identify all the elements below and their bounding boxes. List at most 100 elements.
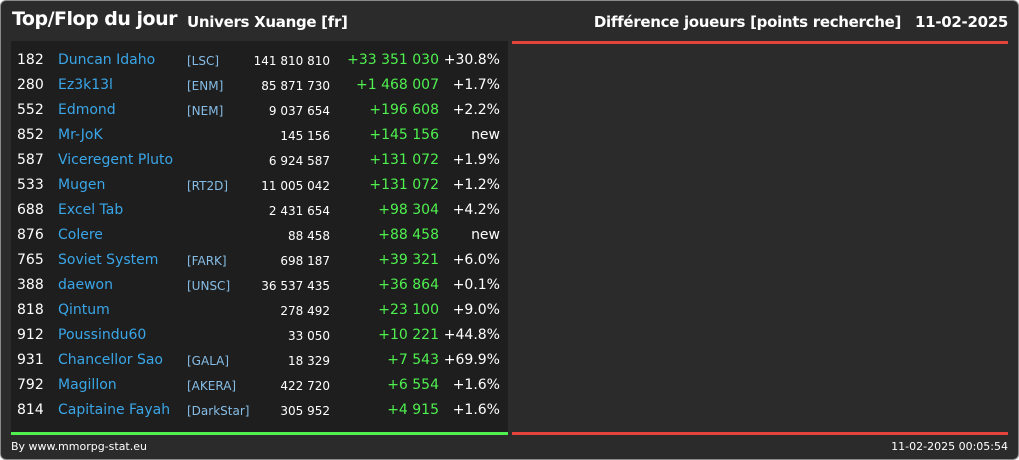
player-rank: 876 xyxy=(17,227,44,243)
player-rank: 912 xyxy=(17,327,44,343)
points-difference: +131 072 xyxy=(369,177,439,193)
table-row: 280 Ez3k13l [ENM] 85 871 730 +1 468 007 +1.7% xyxy=(11,73,508,98)
points-difference: +145 156 xyxy=(369,127,439,143)
player-points: 33 050 xyxy=(288,329,330,343)
player-points: 141 810 810 xyxy=(253,54,330,68)
player-alliance: [NEM] xyxy=(187,104,224,118)
table-row: 587 Viceregent Pluto 6 924 587 +131 072 +1.9… xyxy=(11,148,508,173)
player-points: 11 005 042 xyxy=(261,179,330,193)
table-row: 688 Excel Tab 2 431 654 +98 304 +4.2% xyxy=(11,198,508,223)
player-rank: 388 xyxy=(17,277,44,293)
player-rank: 552 xyxy=(17,102,44,118)
points-difference: +1 468 007 xyxy=(356,77,439,93)
player-name[interactable]: Poussindu60 xyxy=(58,327,147,343)
player-points: 278 492 xyxy=(280,304,330,318)
percent-change: +1.7% xyxy=(452,77,500,93)
table-row: 792 Magillon [AKERA] 422 720 +6 554 +1.6% xyxy=(11,373,508,398)
table-row: 182 Duncan Idaho [LSC] 141 810 810 +33 351 0… xyxy=(11,48,508,73)
player-alliance: [RT2D] xyxy=(187,179,229,193)
percent-change: new xyxy=(471,127,500,143)
player-name[interactable]: daewon xyxy=(58,277,113,293)
player-points: 145 156 xyxy=(280,129,330,143)
player-name[interactable]: Chancellor Sao xyxy=(58,352,163,368)
table-row: 765 Soviet System [FARK] 698 187 +39 321 +6.0… xyxy=(11,248,508,273)
header-right: Différence joueurs [points recherche] 11-… xyxy=(594,13,1008,31)
player-rank: 587 xyxy=(17,152,44,168)
table-row: 533 Mugen [RT2D] 11 005 042 +131 072 +1.2% xyxy=(11,173,508,198)
player-alliance: [AKERA] xyxy=(187,379,237,393)
player-name[interactable]: Magillon xyxy=(58,377,117,393)
player-name[interactable]: Excel Tab xyxy=(58,202,124,218)
player-points: 2 431 654 xyxy=(268,204,330,218)
player-points: 6 924 587 xyxy=(268,154,330,168)
player-rank: 182 xyxy=(17,52,44,68)
player-points: 36 537 435 xyxy=(261,279,330,293)
player-alliance: [FARK] xyxy=(187,254,227,268)
universe-label: Univers Xuange [fr] xyxy=(187,13,348,31)
points-difference: +98 304 xyxy=(378,202,439,218)
player-name[interactable]: Edmond xyxy=(58,102,116,118)
player-points: 88 458 xyxy=(288,229,330,243)
table-row: 388 daewon [UNSC] 36 537 435 +36 864 +0.1% xyxy=(11,273,508,298)
player-rank: 533 xyxy=(17,177,44,193)
table-row: 818 Qintum 278 492 +23 100 +9.0% xyxy=(11,298,508,323)
points-difference: +6 554 xyxy=(387,377,439,393)
points-difference: +10 221 xyxy=(378,327,439,343)
percent-change: new xyxy=(471,227,500,243)
percent-change: +0.1% xyxy=(452,277,500,293)
player-name[interactable]: Ez3k13l xyxy=(58,77,113,93)
player-rank: 818 xyxy=(17,302,44,318)
points-difference: +39 321 xyxy=(378,252,439,268)
percent-change: +69.9% xyxy=(443,352,500,368)
player-rank: 688 xyxy=(17,202,44,218)
table-row: 552 Edmond [NEM] 9 037 654 +196 608 +2.2% xyxy=(11,98,508,123)
player-points: 9 037 654 xyxy=(268,104,330,118)
player-rank: 765 xyxy=(17,252,44,268)
percent-change: +6.0% xyxy=(452,252,500,268)
points-difference: +131 072 xyxy=(369,152,439,168)
player-name[interactable]: Capitaine Fayah xyxy=(58,402,171,418)
points-difference: +23 100 xyxy=(378,302,439,318)
table-row: 852 Mr-JoK 145 156 +145 156 new xyxy=(11,123,508,148)
player-points: 85 871 730 xyxy=(261,79,330,93)
points-difference: +88 458 xyxy=(378,227,439,243)
footer-credit: By www.mmorpg-stat.eu xyxy=(11,440,147,453)
header-date: 11-02-2025 xyxy=(915,13,1008,31)
player-points: 305 952 xyxy=(280,404,330,418)
percent-change: +1.6% xyxy=(452,377,500,393)
player-name[interactable]: Soviet System xyxy=(58,252,159,268)
points-difference: +196 608 xyxy=(369,102,439,118)
page-title: Top/Flop du jour xyxy=(12,8,178,30)
points-difference: +7 543 xyxy=(387,352,439,368)
player-rank: 852 xyxy=(17,127,44,143)
player-name[interactable]: Colere xyxy=(58,227,103,243)
table-row: 912 Poussindu60 33 050 +10 221 +44.8% xyxy=(11,323,508,348)
player-alliance: [ENM] xyxy=(187,79,224,93)
player-points: 18 329 xyxy=(288,354,330,368)
points-difference: +36 864 xyxy=(378,277,439,293)
player-alliance: [UNSC] xyxy=(187,279,231,293)
player-name[interactable]: Qintum xyxy=(58,302,110,318)
player-name[interactable]: Viceregent Pluto xyxy=(58,152,174,168)
percent-change: +44.8% xyxy=(443,327,500,343)
points-difference: +33 351 030 xyxy=(347,52,439,68)
player-name[interactable]: Mugen xyxy=(58,177,106,193)
player-rank: 814 xyxy=(17,402,44,418)
metric-label: Différence joueurs [points recherche] xyxy=(593,13,902,31)
flop-divider-bottom xyxy=(512,432,1008,435)
player-name[interactable]: Duncan Idaho xyxy=(58,52,156,68)
points-difference: +4 915 xyxy=(387,402,439,418)
percent-change: +9.0% xyxy=(452,302,500,318)
percent-change: +1.2% xyxy=(452,177,500,193)
player-points: 698 187 xyxy=(280,254,330,268)
player-name[interactable]: Mr-JoK xyxy=(58,127,103,143)
flop-divider-top xyxy=(512,41,1008,44)
player-rank: 931 xyxy=(17,352,44,368)
table-row: 876 Colere 88 458 +88 458 new xyxy=(11,223,508,248)
footer-timestamp: 11-02-2025 00:05:54 xyxy=(891,440,1008,453)
player-points: 422 720 xyxy=(280,379,330,393)
percent-change: +30.8% xyxy=(443,52,500,68)
top-list: 182 Duncan Idaho [LSC] 141 810 810 +33 351 0… xyxy=(11,41,508,435)
top-divider-bottom xyxy=(11,432,508,435)
